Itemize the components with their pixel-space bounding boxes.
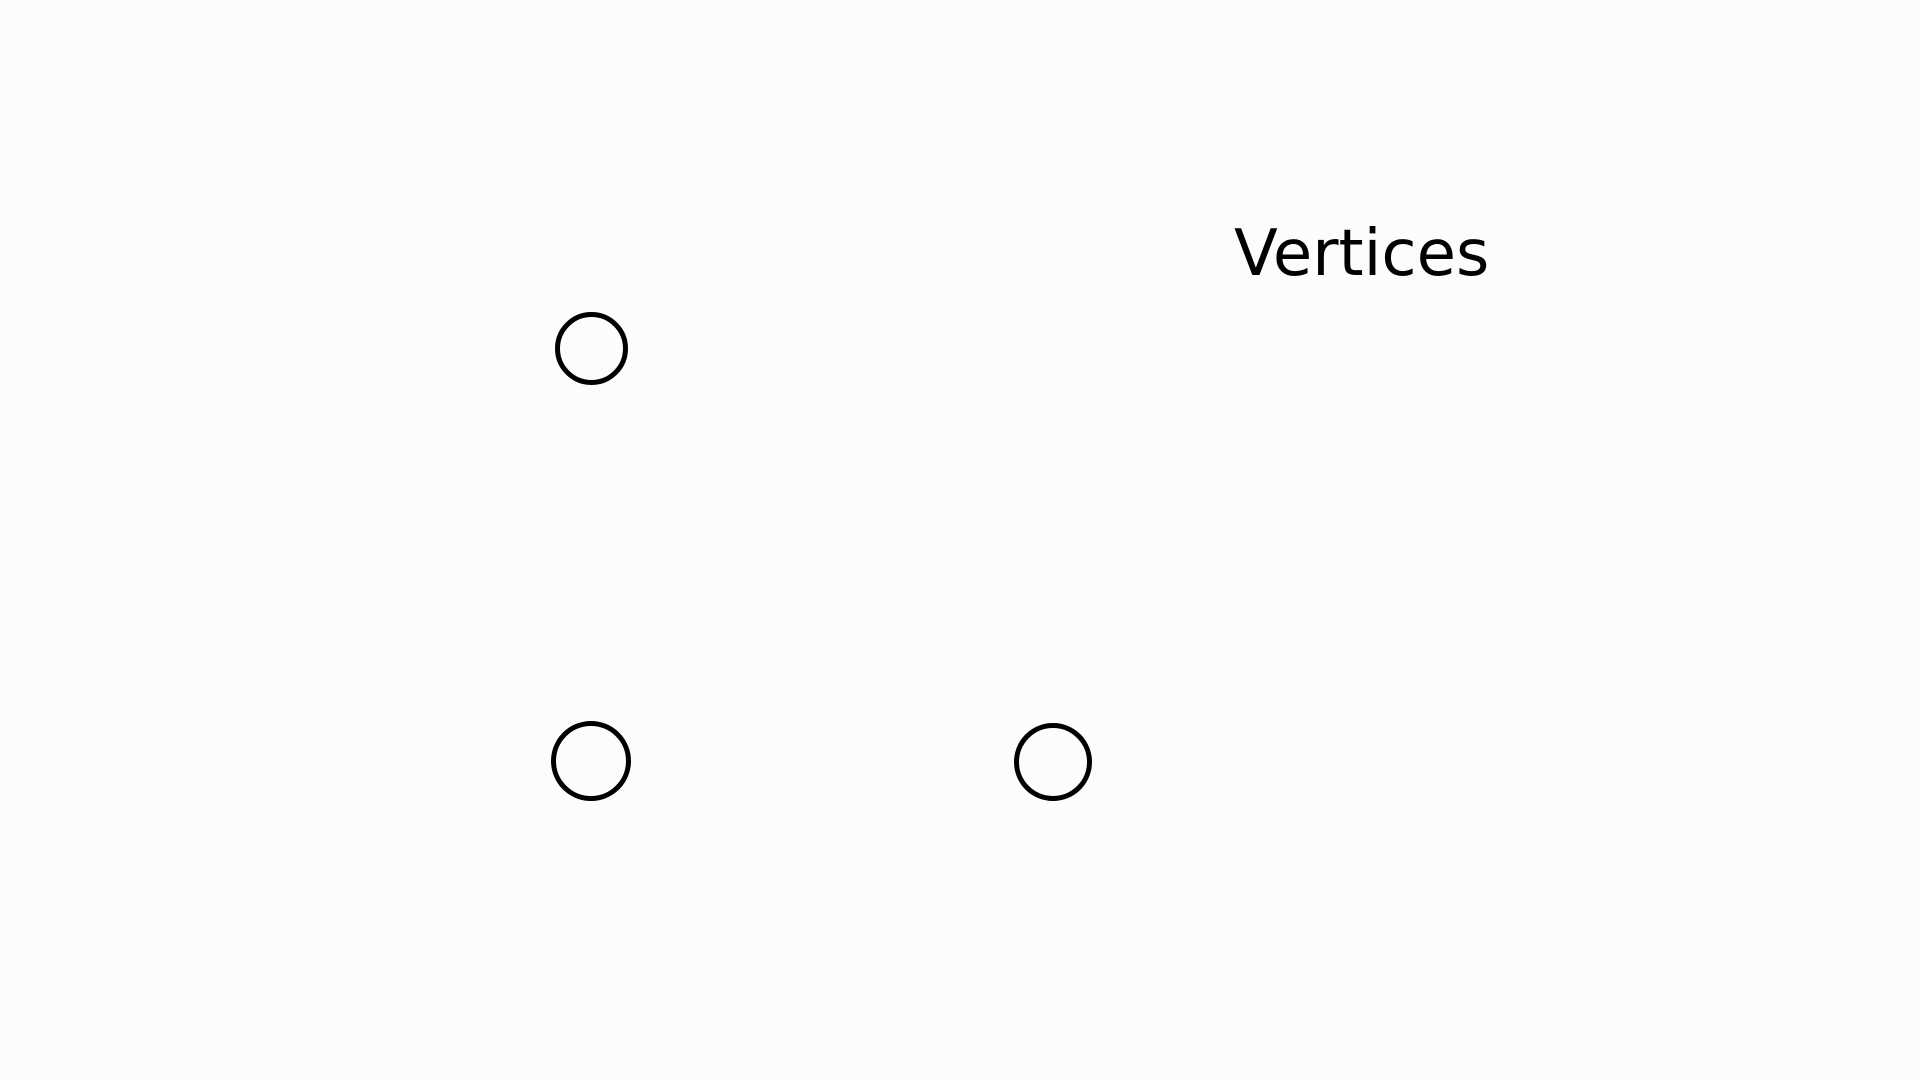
vertex-bottom-left — [551, 721, 631, 801]
vertices-label: Vertices — [1234, 217, 1490, 291]
vertex-bottom-right — [1014, 723, 1092, 801]
vertex-top-left — [555, 312, 628, 385]
